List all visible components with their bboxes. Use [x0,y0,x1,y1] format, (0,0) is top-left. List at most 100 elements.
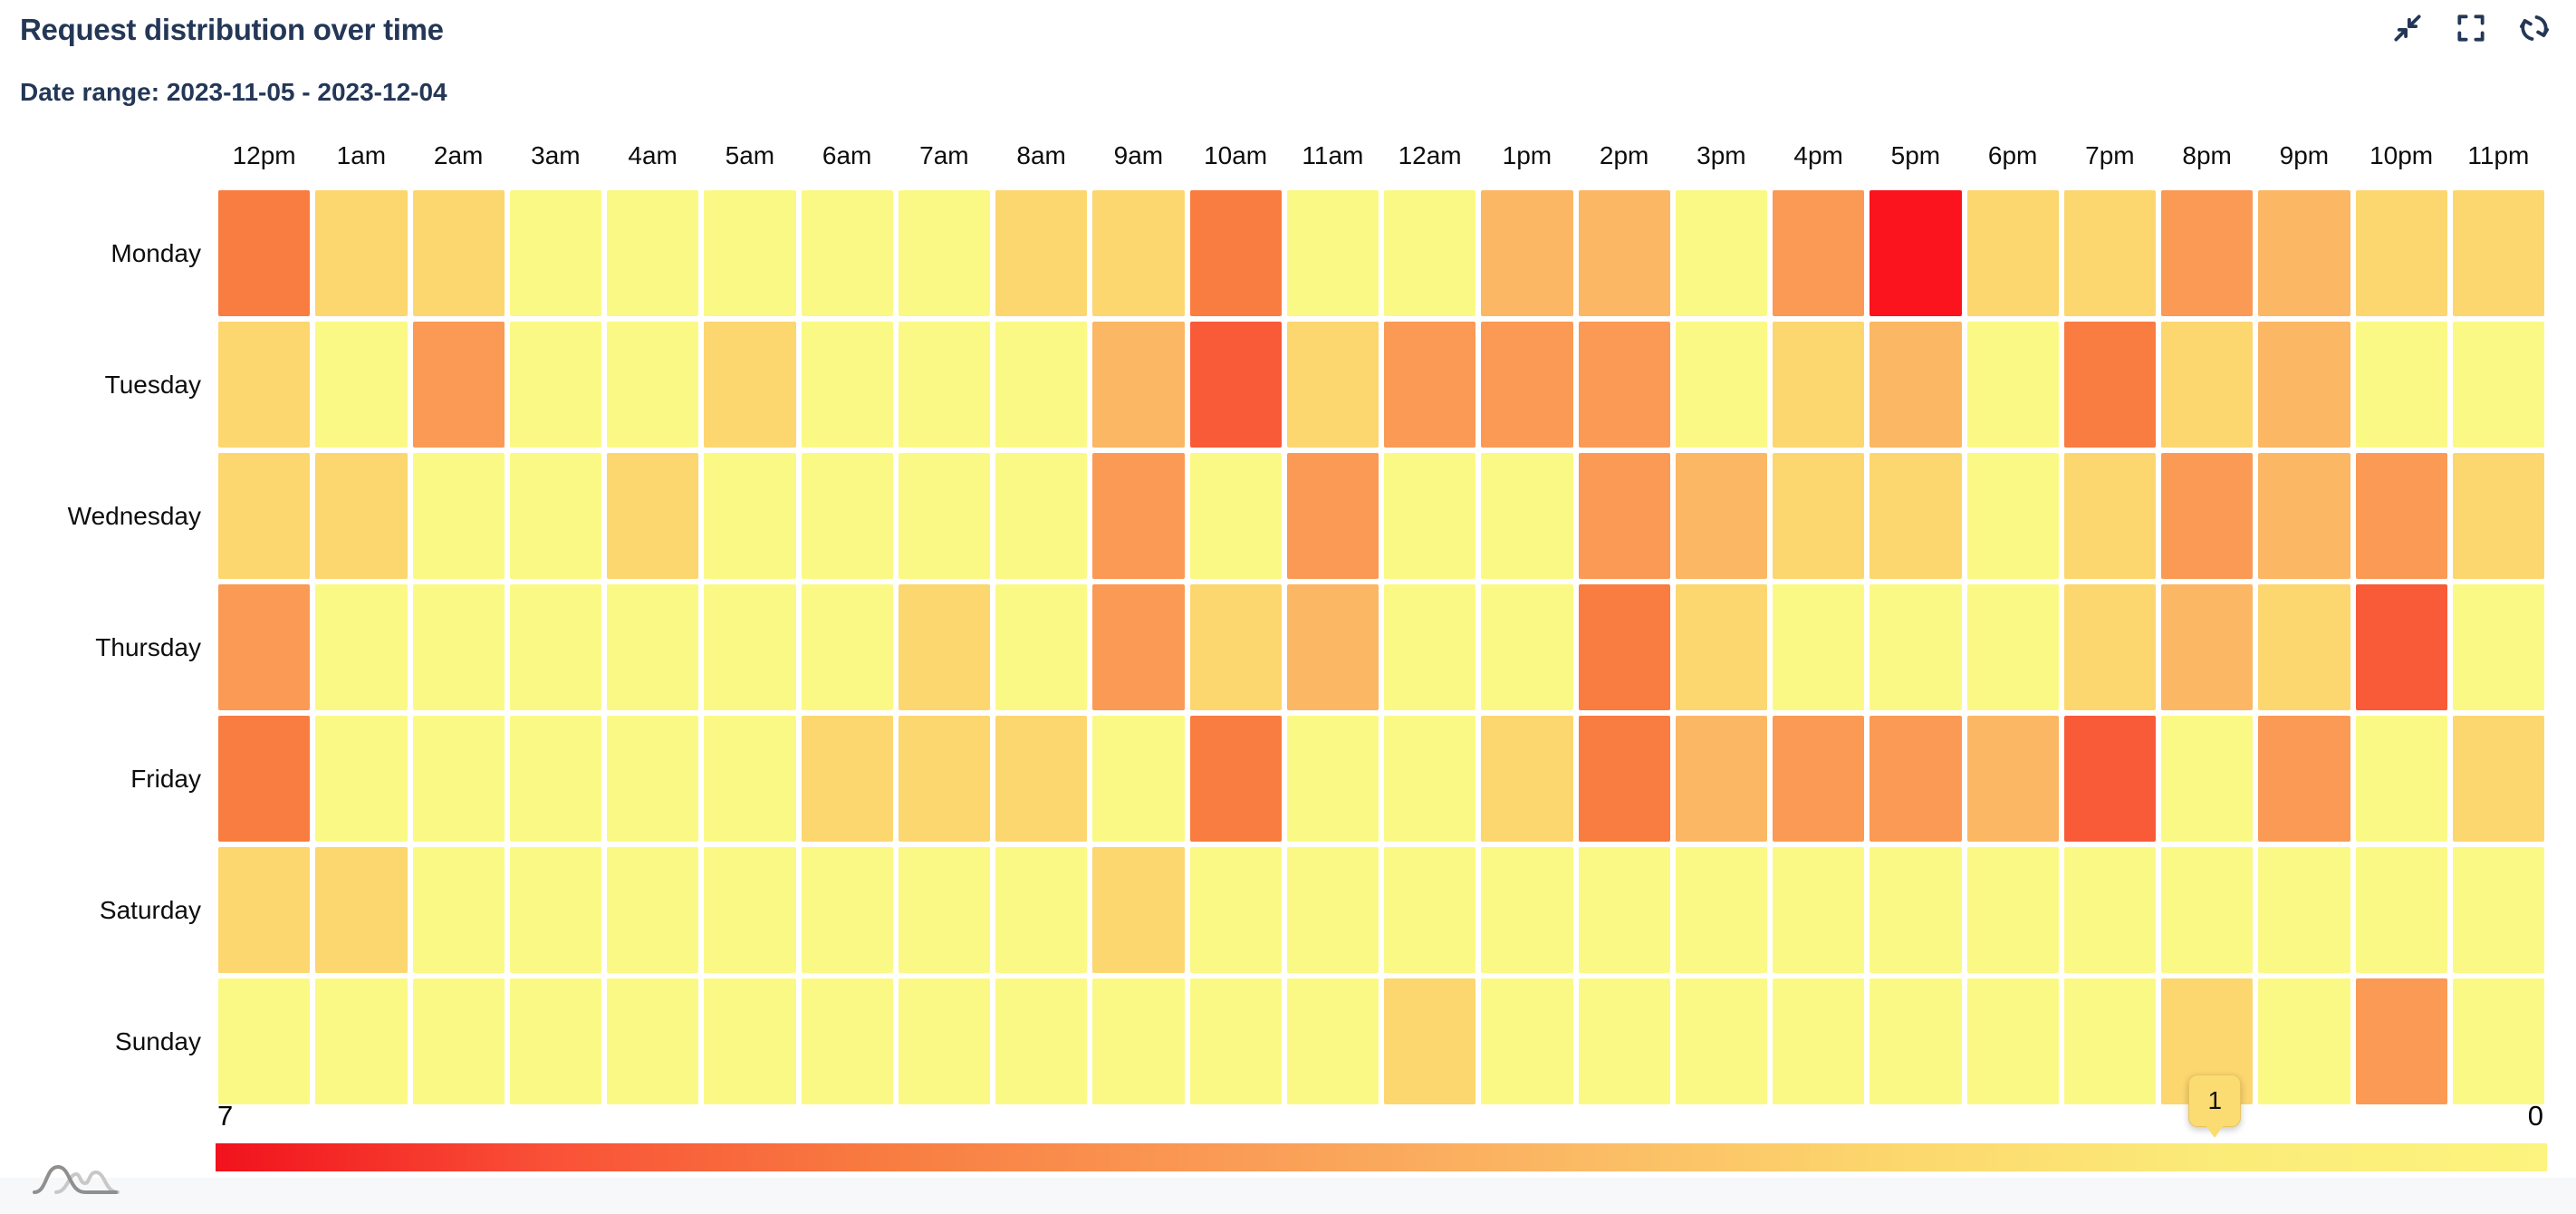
heatmap-cell[interactable] [2355,978,2447,1104]
heatmap-cell[interactable] [898,847,990,973]
heatmap-cell[interactable] [1773,847,1865,973]
heatmap-cell[interactable] [412,190,505,316]
heatmap-cell[interactable] [898,584,990,710]
heatmap-cell[interactable] [1384,322,1476,448]
heatmap-cell[interactable] [1092,847,1185,973]
heatmap-cell[interactable] [218,716,311,842]
heatmap-cell[interactable] [1675,978,1767,1104]
heatmap-cell[interactable] [218,978,311,1104]
heatmap-cell[interactable] [1092,716,1185,842]
heatmap-cell[interactable] [607,978,699,1104]
heatmap-cell[interactable] [1384,190,1476,316]
heatmap-cell[interactable] [898,978,990,1104]
heatmap-cell[interactable] [218,847,311,973]
heatmap-cell[interactable] [1481,716,1573,842]
heatmap-cell[interactable] [704,322,796,448]
heatmap-cell[interactable] [2161,584,2254,710]
heatmap-cell[interactable] [2355,322,2447,448]
heatmap-cell[interactable] [412,716,505,842]
heatmap-cell[interactable] [412,584,505,710]
heatmap-cell[interactable] [509,978,601,1104]
heatmap-cell[interactable] [2452,847,2544,973]
heatmap-cell[interactable] [1578,322,1670,448]
heatmap-cell[interactable] [315,978,408,1104]
heatmap-cell[interactable] [2258,322,2350,448]
heatmap-cell[interactable] [1966,716,2059,842]
heatmap-cell[interactable] [1966,190,2059,316]
heatmap-cell[interactable] [2355,190,2447,316]
heatmap-cell[interactable] [1675,847,1767,973]
heatmap-cell[interactable] [1675,453,1767,579]
heatmap-cell[interactable] [1675,322,1767,448]
heatmap-cell[interactable] [1773,716,1865,842]
heatmap-cell[interactable] [801,716,893,842]
heatmap-cell[interactable] [1092,584,1185,710]
heatmap-cell[interactable] [1578,978,1670,1104]
heatmap-cell[interactable] [1286,453,1379,579]
heatmap-cell[interactable] [801,190,893,316]
heatmap-cell[interactable] [607,584,699,710]
heatmap-cell[interactable] [2161,716,2254,842]
heatmap-cell[interactable] [1189,190,1282,316]
heatmap-cell[interactable] [607,322,699,448]
heatmap-cell[interactable] [1384,978,1476,1104]
heatmap-cell[interactable] [2355,847,2447,973]
heatmap-cell[interactable] [1286,190,1379,316]
heatmap-cell[interactable] [1773,584,1865,710]
heatmap-cell[interactable] [1870,322,1962,448]
heatmap-cell[interactable] [1384,716,1476,842]
heatmap-cell[interactable] [509,716,601,842]
heatmap-cell[interactable] [2355,716,2447,842]
heatmap-cell[interactable] [1966,584,2059,710]
heatmap-cell[interactable] [1578,847,1670,973]
heatmap-cell[interactable] [1384,584,1476,710]
collapse-button[interactable] [2389,11,2426,47]
heatmap-cell[interactable] [607,453,699,579]
heatmap-cell[interactable] [1189,978,1282,1104]
heatmap-cell[interactable] [2161,453,2254,579]
heatmap-cell[interactable] [2258,190,2350,316]
heatmap-cell[interactable] [607,716,699,842]
heatmap-cell[interactable] [509,584,601,710]
heatmap-cell[interactable] [2452,978,2544,1104]
heatmap-cell[interactable] [509,322,601,448]
heatmap-cell[interactable] [509,453,601,579]
heatmap-cell[interactable] [1481,453,1573,579]
heatmap-cell[interactable] [2063,453,2156,579]
heatmap-cell[interactable] [704,584,796,710]
heatmap-cell[interactable] [2161,322,2254,448]
heatmap-cell[interactable] [509,190,601,316]
heatmap-cell[interactable] [2258,847,2350,973]
heatmap-cell[interactable] [801,847,893,973]
heatmap-cell[interactable] [1675,190,1767,316]
refresh-button[interactable] [2516,11,2552,47]
heatmap-cell[interactable] [1481,847,1573,973]
heatmap-cell[interactable] [995,453,1088,579]
heatmap-cell[interactable] [218,453,311,579]
heatmap-cell[interactable] [898,453,990,579]
heatmap-cell[interactable] [1189,322,1282,448]
heatmap-cell[interactable] [1481,978,1573,1104]
heatmap-cell[interactable] [1286,322,1379,448]
heatmap-cell[interactable] [1578,453,1670,579]
heatmap-cell[interactable] [1481,190,1573,316]
fullscreen-button[interactable] [2453,11,2489,47]
heatmap-cell[interactable] [2063,847,2156,973]
heatmap-cell[interactable] [1189,716,1282,842]
heatmap-cell[interactable] [315,716,408,842]
heatmap-cell[interactable] [995,847,1088,973]
heatmap-cell[interactable] [1870,716,1962,842]
heatmap-cell[interactable] [1870,847,1962,973]
heatmap-cell[interactable] [1675,584,1767,710]
heatmap-cell[interactable] [2063,190,2156,316]
heatmap-cell[interactable] [801,584,893,710]
heatmap-cell[interactable] [315,453,408,579]
heatmap-cell[interactable] [607,190,699,316]
heatmap-cell[interactable] [1384,847,1476,973]
heatmap-cell[interactable] [995,322,1088,448]
heatmap-cell[interactable] [412,978,505,1104]
heatmap-cell[interactable] [1870,978,1962,1104]
heatmap-cell[interactable] [315,322,408,448]
heatmap-cell[interactable] [995,716,1088,842]
heatmap-cell[interactable] [1966,322,2059,448]
